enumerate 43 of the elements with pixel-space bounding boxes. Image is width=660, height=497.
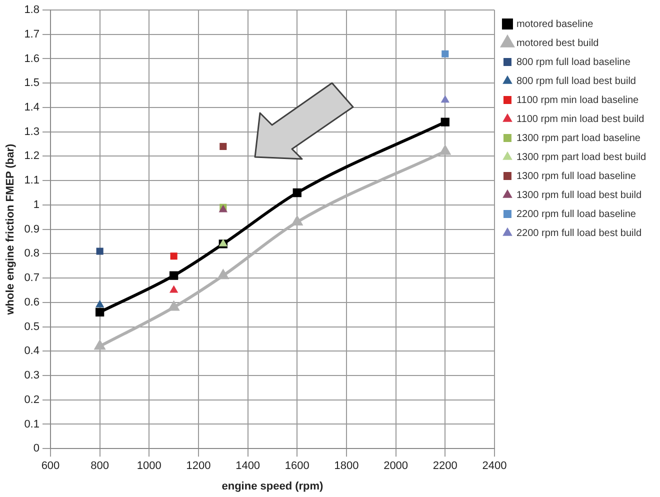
x-axis-title: engine speed (rpm): [222, 480, 324, 492]
legend-label: motored baseline: [516, 18, 594, 30]
legend-label: 2200 rpm full load baseline: [516, 208, 636, 220]
y-tick-label: 1: [33, 198, 40, 211]
y-tick-label: 1.2: [24, 150, 40, 162]
x-tick-label: 2400: [482, 460, 507, 472]
y-tick-label: 1.7: [24, 28, 40, 40]
legend-label: motored best build: [516, 38, 599, 49]
y-tick-label: 1.4: [24, 102, 40, 114]
y-tick-label: 0.3: [24, 370, 40, 382]
y-tick-label: 0.8: [24, 248, 40, 260]
legend-label: 1300 rpm part load best build: [516, 152, 646, 163]
y-tick-label: 1.3: [24, 126, 40, 138]
y-tick-label: 0.9: [24, 223, 40, 236]
y-tick-label: 1.8: [24, 4, 40, 16]
legend-label: 1300 rpm full load best build: [516, 190, 642, 201]
x-tick-label: 2000: [384, 460, 408, 472]
x-tick-label: 2200: [432, 460, 458, 472]
x-tick-label: 800: [90, 460, 110, 472]
x-tick-label: 600: [41, 460, 60, 472]
x-tick-label: 1200: [186, 460, 211, 472]
legend-label: 800 rpm full load baseline: [516, 56, 631, 68]
y-tick-label: 0.7: [24, 272, 40, 284]
y-tick-label: 0: [33, 442, 40, 455]
y-tick-label: 0.5: [24, 320, 40, 333]
y-axis-title: whole engine friction FMEP (bar): [4, 144, 17, 316]
legend-label: 1100 rpm min load baseline: [516, 94, 640, 106]
y-tick-label: 1.6: [24, 52, 40, 65]
legend-label: 1300 rpm full load baseline: [516, 170, 636, 182]
x-tick-label: 1600: [284, 460, 310, 472]
y-tick-label: 0.1: [24, 418, 40, 430]
x-tick-label: 1800: [334, 460, 359, 472]
x-tick-label: 1400: [236, 460, 260, 472]
y-tick-label: 1.5: [24, 77, 40, 90]
legend-label: 1300 rpm part load baseline: [516, 132, 641, 144]
legend-label: 800 rpm full load best build: [516, 76, 636, 87]
x-tick-label: 1000: [136, 460, 162, 472]
y-tick-label: 1.1: [24, 174, 40, 187]
legend-label: 1100 rpm min load best build: [516, 114, 644, 125]
y-tick-label: 0.6: [24, 296, 40, 308]
legend-label: 2200 rpm full load best build: [516, 228, 642, 239]
y-tick-label: 0.4: [24, 345, 40, 358]
y-tick-label: 0.2: [24, 394, 40, 406]
